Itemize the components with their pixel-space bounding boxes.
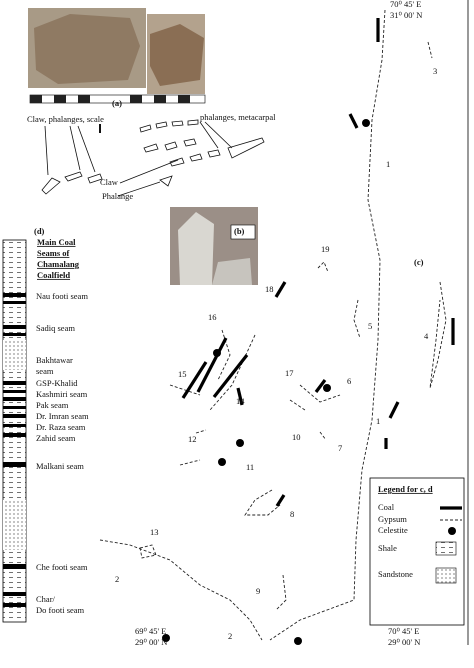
- map-number: 1: [386, 159, 390, 169]
- strat-column: [2, 239, 27, 623]
- coordinate: 70⁰ 45' E: [388, 626, 419, 636]
- fossil-label: Claw, phalanges, scale: [27, 114, 104, 124]
- fossil-photo: [150, 24, 204, 86]
- map-number: 2: [228, 631, 232, 641]
- map-number: 19: [321, 244, 330, 254]
- map-number: 15: [178, 369, 187, 379]
- fossil-label: phalanges, metacarpal: [200, 112, 276, 122]
- label-box: [230, 224, 256, 240]
- fossil-label: Phalange: [102, 191, 133, 201]
- seam-label: Dr. Imran seam: [36, 411, 89, 421]
- legend-item: Coal: [378, 502, 395, 512]
- coal-marks: [181, 18, 455, 507]
- map-number: 8: [290, 509, 294, 519]
- map-number: 2: [115, 574, 119, 584]
- seam-label: Pak seam: [36, 400, 69, 410]
- map-number: 14: [236, 396, 245, 406]
- seam-label: GSP-Khalid: [36, 378, 78, 388]
- map-number: 5: [368, 321, 372, 331]
- seam-label: Bakhtawar: [36, 355, 73, 365]
- map-number: 10: [292, 432, 301, 442]
- seam-label: seam: [36, 366, 54, 376]
- coordinate: 69⁰ 45' E: [135, 626, 166, 636]
- coordinate: 31⁰ 00' N: [390, 10, 422, 20]
- map-number: 16: [208, 312, 217, 322]
- seam-label: Char/: [36, 594, 56, 604]
- map-number: 6: [347, 376, 351, 386]
- map-number: 9: [256, 586, 260, 596]
- seams-heading: Coalfield: [37, 270, 70, 280]
- legend: [369, 477, 465, 626]
- seam-label: Zahid seam: [36, 433, 76, 443]
- panel-label: (d): [34, 226, 45, 236]
- fossil-label: Claw: [100, 177, 119, 187]
- coordinate: 70⁰ 45' E: [390, 0, 421, 9]
- seam-label: Dr. Raza seam: [36, 422, 86, 432]
- coordinate: 29⁰ 00' N: [388, 637, 420, 647]
- legend-item: Gypsum: [378, 514, 407, 524]
- seam-label: Kashmiri seam: [36, 389, 88, 399]
- panel-label: (b): [234, 226, 245, 236]
- seam-label: Nau footi seam: [36, 291, 88, 301]
- map-number: 7: [338, 443, 342, 453]
- map-number: 18: [265, 284, 274, 294]
- panel-label: (a): [112, 98, 122, 108]
- map-number: 1: [376, 416, 380, 426]
- crystal-photo: [178, 212, 214, 285]
- map-number: 17: [285, 368, 294, 378]
- scale-bar: [29, 94, 206, 104]
- map-number: 11: [246, 462, 254, 472]
- map-number: 4: [424, 331, 429, 341]
- legend-title: Legend for c, d: [378, 484, 433, 494]
- map-number: 3: [433, 66, 437, 76]
- legend-item: Shale: [378, 543, 397, 553]
- map-number: 12: [188, 434, 197, 444]
- coordinate: 29⁰ 00' N: [135, 637, 167, 647]
- panel-label: (c): [414, 257, 424, 267]
- crystal-photo: [212, 258, 252, 285]
- seams-heading: Main Coal: [37, 237, 76, 247]
- seam-label: Malkani seam: [36, 461, 84, 471]
- celestite-marks: [162, 119, 370, 645]
- seams-heading: Chamalang: [37, 259, 80, 269]
- seam-label: Do footi seam: [36, 605, 85, 615]
- seams-heading: Seams of: [37, 248, 70, 258]
- seam-label: Che footi seam: [36, 562, 88, 572]
- map-number: 13: [150, 527, 159, 537]
- legend-item: Sandstone: [378, 569, 413, 579]
- fossil-sketch: [41, 119, 265, 197]
- map-features: [99, 9, 447, 641]
- fossil-photo: [34, 14, 140, 84]
- legend-item: Celestite: [378, 525, 408, 535]
- seam-label: Sadiq seam: [36, 323, 75, 333]
